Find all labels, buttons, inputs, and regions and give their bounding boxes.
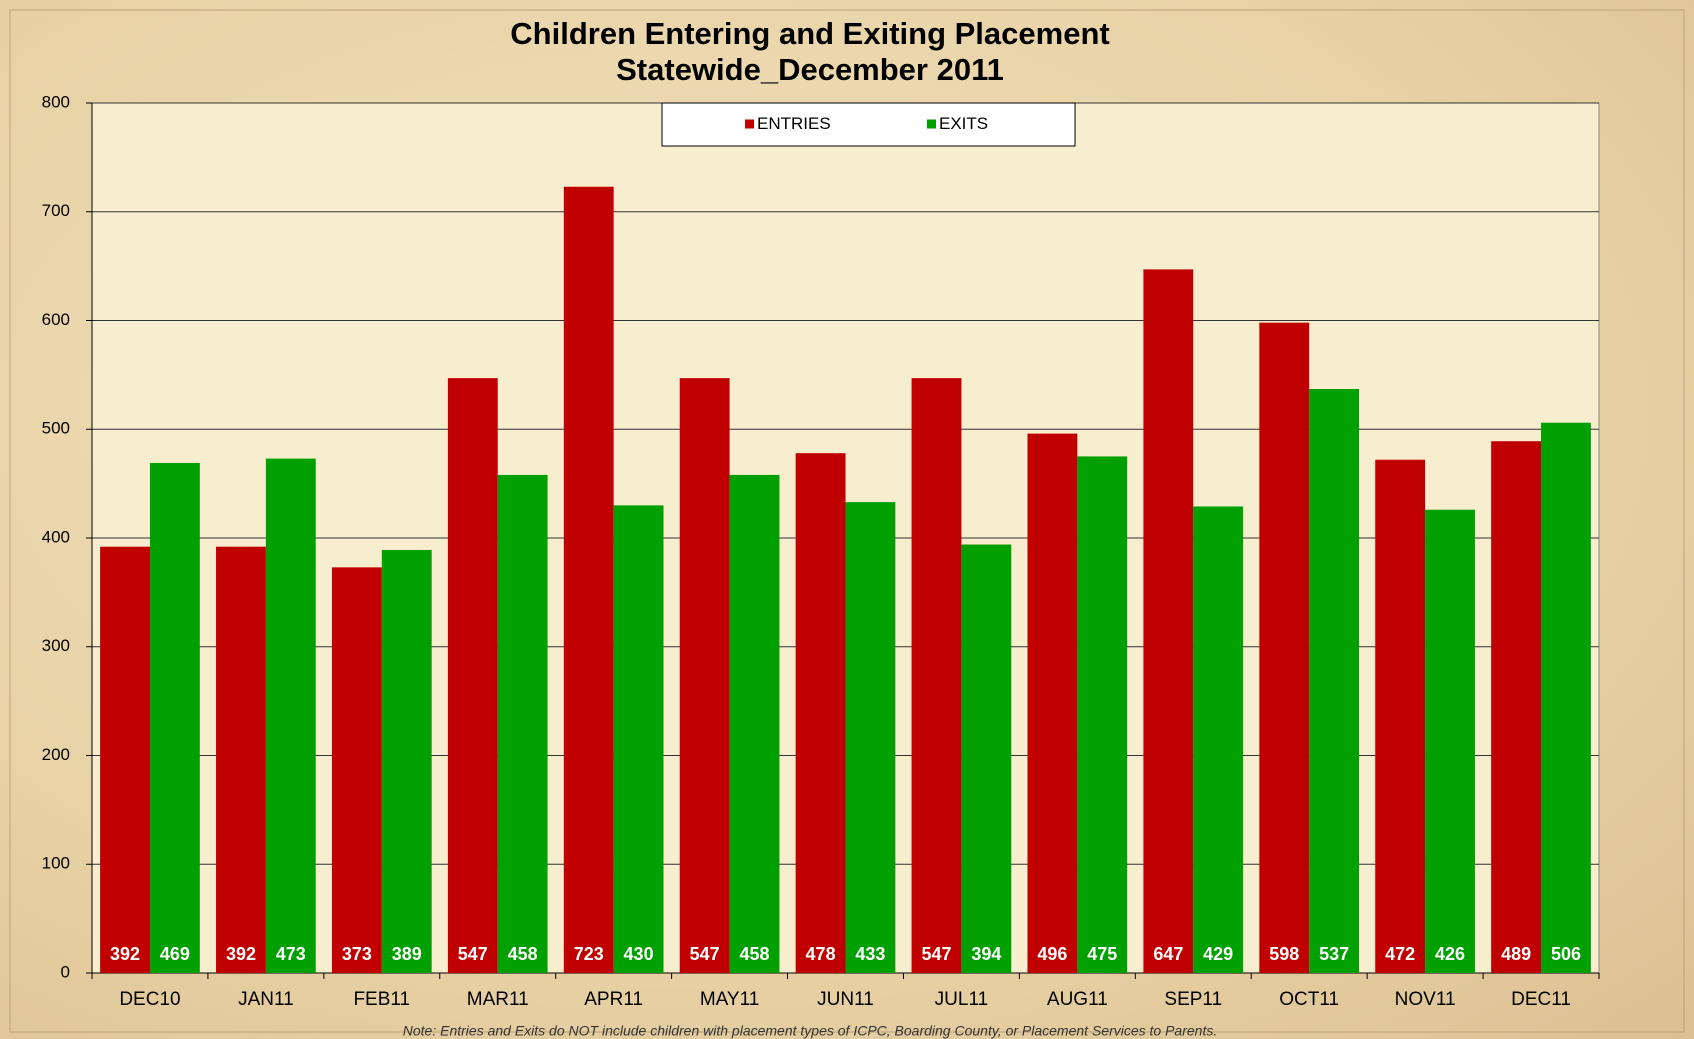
data-label: 469 xyxy=(160,944,190,964)
legend-swatch xyxy=(927,119,936,129)
x-tick-label: APR11 xyxy=(584,989,643,1010)
bar xyxy=(1193,506,1244,973)
x-tick-label: DEC11 xyxy=(1511,989,1571,1010)
data-label: 489 xyxy=(1501,944,1531,964)
data-label: 547 xyxy=(690,944,720,964)
x-tick-label: NOV11 xyxy=(1395,989,1456,1010)
y-tick-label: 200 xyxy=(42,745,70,764)
x-tick-label: OCT11 xyxy=(1279,989,1339,1010)
data-label: 392 xyxy=(110,944,140,964)
y-tick-label: 0 xyxy=(61,962,70,981)
data-label: 537 xyxy=(1319,944,1349,964)
data-label: 547 xyxy=(458,944,488,964)
bar xyxy=(613,505,664,973)
data-label: 392 xyxy=(226,944,256,964)
legend-label: ENTRIES xyxy=(757,114,831,133)
bar xyxy=(845,502,896,973)
chart-title: Children Entering and Exiting Placement xyxy=(510,16,1109,51)
y-tick-label: 500 xyxy=(42,419,70,438)
data-label: 430 xyxy=(624,944,654,964)
x-tick-label: JUN11 xyxy=(817,989,874,1010)
legend-box xyxy=(661,102,1076,147)
data-label: 389 xyxy=(392,944,422,964)
x-tick-label: DEC10 xyxy=(119,989,180,1010)
y-tick-label: 400 xyxy=(42,527,70,546)
bar xyxy=(381,549,432,973)
data-label: 429 xyxy=(1203,944,1233,964)
bar xyxy=(100,546,150,973)
bar xyxy=(149,462,200,973)
bar xyxy=(1375,459,1426,973)
data-label: 458 xyxy=(508,944,538,964)
legend-swatch xyxy=(745,119,754,129)
chart-frame xyxy=(9,9,1685,1033)
x-tick-label: JUL11 xyxy=(935,989,989,1010)
bar xyxy=(729,474,780,973)
bar xyxy=(795,453,846,973)
data-label: 473 xyxy=(276,944,306,964)
bar xyxy=(1425,509,1475,973)
bar xyxy=(1027,433,1078,974)
bar xyxy=(1491,441,1542,973)
y-tick-label: 300 xyxy=(42,636,70,655)
bar xyxy=(331,567,382,973)
x-tick-label: MAY11 xyxy=(700,989,760,1010)
bar xyxy=(563,186,614,974)
data-label: 547 xyxy=(921,944,951,964)
x-tick-label: JAN11 xyxy=(238,989,294,1010)
data-label: 394 xyxy=(971,944,1001,964)
bar xyxy=(447,378,498,973)
y-tick-label: 100 xyxy=(42,854,70,873)
data-label: 496 xyxy=(1037,944,1067,964)
data-label: 598 xyxy=(1269,944,1299,964)
bar xyxy=(265,458,316,973)
y-tick-label: 800 xyxy=(42,92,70,111)
data-label: 373 xyxy=(342,944,372,964)
data-label: 426 xyxy=(1435,944,1465,964)
bar xyxy=(961,544,1012,973)
data-label: 723 xyxy=(574,944,604,964)
x-tick-label: MAR11 xyxy=(467,989,529,1010)
bar xyxy=(216,546,266,973)
bar xyxy=(1077,456,1128,973)
x-tick-label: AUG11 xyxy=(1047,989,1108,1010)
data-label: 506 xyxy=(1551,944,1581,964)
bar xyxy=(1143,269,1194,973)
data-label: 475 xyxy=(1087,944,1117,964)
data-label: 433 xyxy=(855,944,885,964)
chart-note: Note: Entries and Exits do NOT include c… xyxy=(403,1023,1217,1039)
y-tick-label: 700 xyxy=(42,201,70,220)
data-label: 458 xyxy=(739,944,769,964)
data-label: 472 xyxy=(1385,944,1415,964)
data-label: 478 xyxy=(806,944,836,964)
bar xyxy=(1541,422,1591,974)
legend-label: EXITS xyxy=(939,114,988,133)
data-label: 647 xyxy=(1153,944,1183,964)
x-tick-label: SEP11 xyxy=(1164,989,1222,1010)
y-tick-label: 600 xyxy=(42,310,70,329)
bar xyxy=(1259,322,1310,973)
x-tick-label: FEB11 xyxy=(353,989,410,1010)
bar xyxy=(679,378,730,973)
bar xyxy=(1309,389,1360,973)
bar xyxy=(497,474,548,973)
bar xyxy=(911,378,962,973)
chart-subtitle: Statewide_December 2011 xyxy=(616,52,1004,87)
